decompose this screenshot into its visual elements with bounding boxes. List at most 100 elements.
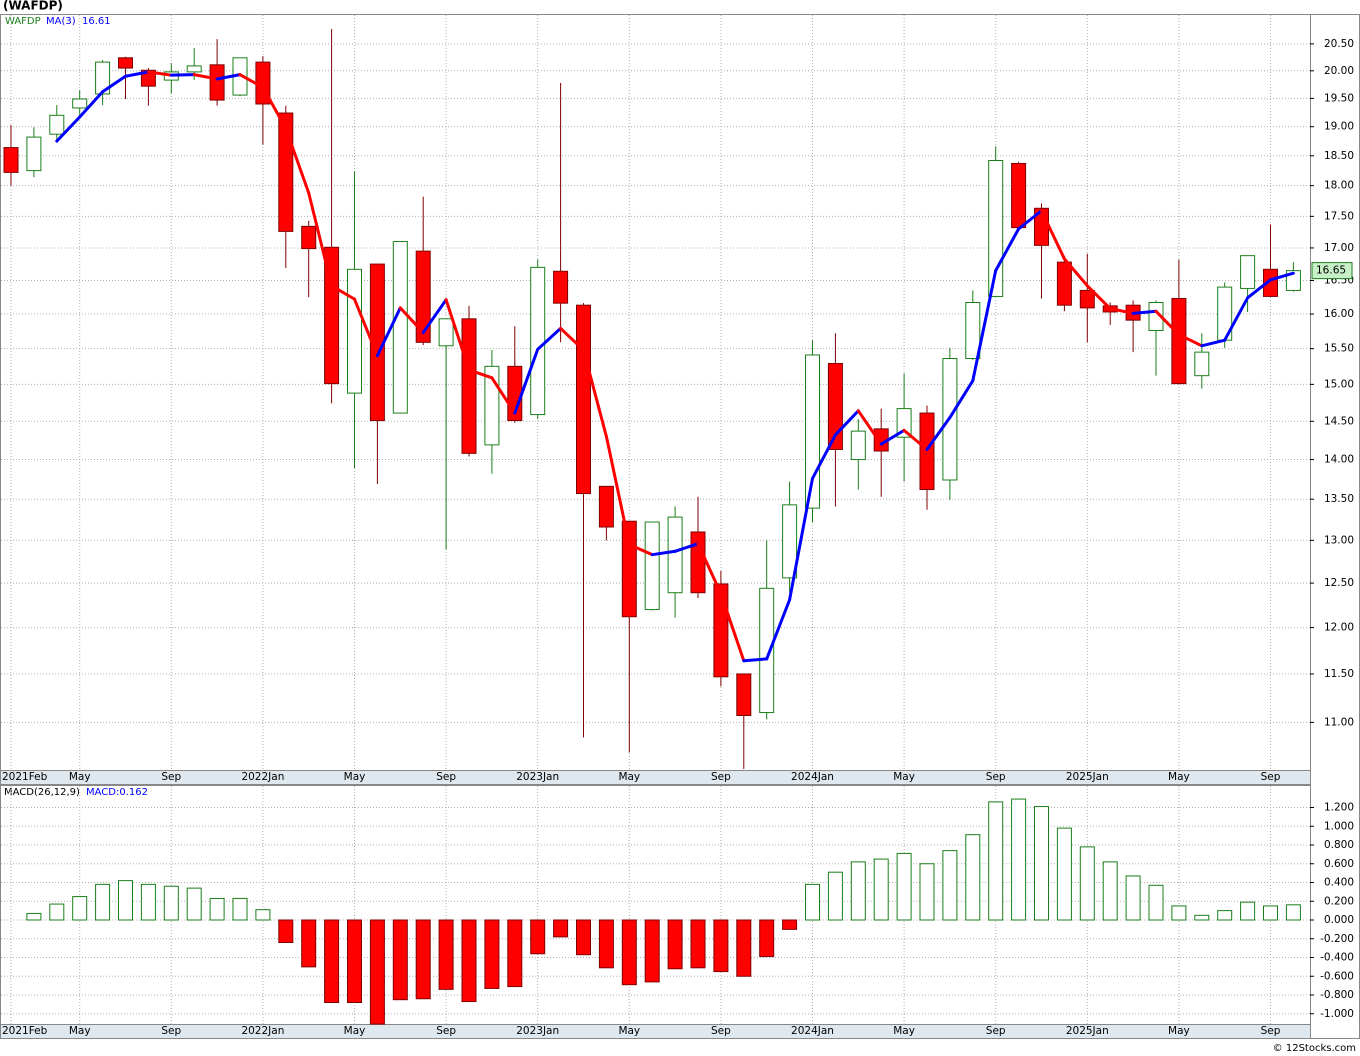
macd-bar [873,858,889,921]
ma-segment [879,428,906,446]
macd-bar [782,919,798,930]
ma-segment [559,326,585,352]
ma-segment [788,476,814,602]
x-tick-label: May [344,771,366,783]
candle-body [965,301,981,360]
y-tick-label: -0.800 [1320,989,1354,1001]
x-tick-label: Sep [436,1025,456,1037]
ma-segment [582,348,608,438]
ma-segment [1269,271,1295,282]
macd-bar [1056,827,1072,921]
y-tick-label: 14.00 [1324,454,1354,466]
y-tick-label: -1.000 [1320,1008,1354,1020]
macd-bar [553,919,569,938]
ma-segment [811,433,837,480]
chart-title: (WAFDP) [3,0,63,13]
candle-body [919,412,935,491]
ma-segment [375,306,402,358]
macd-bar [1171,905,1187,921]
candle-body [576,304,591,495]
macd-bar [49,903,65,921]
footer: © 12Stocks.com [1273,1043,1356,1054]
x-tick-label: Sep [986,771,1006,783]
y-tick-label: 20.00 [1324,65,1354,77]
candle-body [1263,268,1278,297]
ma-segment [994,227,1021,273]
y-tick-label: 15.00 [1324,378,1354,390]
x-tick-label: 2024Jan [791,1025,834,1037]
macd-bar [942,850,958,921]
ma-segment [1246,278,1272,300]
ma-segment [444,298,471,372]
macd-bar [163,885,179,921]
macd-bar [301,919,317,968]
ma-segment [925,416,952,451]
candle-body [1079,289,1095,309]
macd-bar [1034,806,1049,921]
x-tick-label: 2024Jan [791,771,834,783]
x-tick-label: Sep [711,1025,731,1037]
candle-body [644,521,660,611]
macd-bar [759,919,775,958]
x-tick-label: May [69,1025,91,1037]
ma-segment [353,297,379,358]
y-tick-label: 12.00 [1324,622,1354,634]
ma-segment [673,542,700,553]
ma-segment [971,269,998,383]
ma-segment [765,598,792,661]
macd-bar [232,897,248,921]
candle-body [782,504,798,579]
ma-segment [146,70,173,77]
x-tick-label: May [893,771,915,783]
ma-segment [1131,309,1158,315]
macd-bar [988,801,1004,921]
x-tick-label: May [893,1025,915,1037]
y-tick-label: 11.50 [1324,668,1354,680]
candle-body [49,114,65,135]
price-tag-label: 16.65 [1316,265,1346,277]
ma-segment [650,549,677,557]
ma-segment [55,115,82,143]
x-tick-label: May [344,1025,366,1037]
candle-body [690,531,706,594]
candle-body [3,147,19,173]
candle-body [850,430,866,461]
y-tick-label: 0.200 [1324,895,1354,907]
candle-body [438,318,454,347]
macd-bar [415,919,431,1000]
ma-segment [604,434,631,547]
y-tick-label: -0.200 [1320,933,1354,945]
macd-bar [1102,861,1118,921]
macd-bar [209,897,225,921]
candle-body [530,266,546,416]
y-tick-label: 16.00 [1324,308,1354,320]
x-tick-label: 2022Jan [241,771,284,783]
macd-bar [1011,798,1027,921]
ma-segment [192,73,219,81]
candle-body [209,64,225,101]
macd-bar [667,919,683,970]
ma-segment [1085,284,1112,311]
macd-bar [1125,875,1141,921]
x-tick-label: 2021Feb [2,1025,48,1037]
macd-subtitle: MACD:0.162 [86,787,148,798]
x-axis-band [0,1024,1311,1039]
x-tick-label: 2021Feb [2,771,48,783]
candle-body [736,673,752,716]
candle-body [1056,261,1072,306]
candle-body [118,57,133,69]
y-tick-label: -0.600 [1320,970,1354,982]
macd-bar [713,919,729,973]
macd-bar [186,887,202,921]
candle-body [621,520,637,618]
macd-bar [324,919,340,1003]
y-tick-label: 0.600 [1324,858,1354,870]
x-tick-label: May [618,1025,640,1037]
x-tick-label: Sep [711,771,731,783]
macd-bar [392,919,408,1001]
macd-bar [690,919,706,969]
macd-bar [484,919,500,989]
ma-segment [421,298,448,335]
ma-segment [215,73,242,81]
